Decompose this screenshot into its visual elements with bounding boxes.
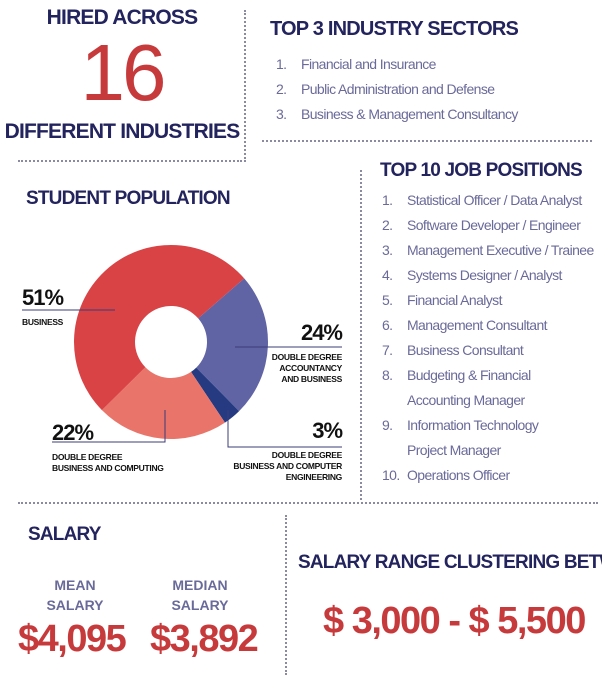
divider	[18, 502, 598, 504]
mean-label: MEAN SALARY	[40, 575, 110, 615]
item-label: Financial and Insurance	[301, 56, 436, 72]
item-label: Budgeting & Financial	[407, 367, 531, 383]
item-number: 1.	[382, 192, 393, 208]
median-label-line: SALARY	[171, 597, 229, 613]
pct-label: 3%	[312, 418, 343, 443]
slice-name: BUSINESS	[22, 317, 64, 327]
pct-label: 51%	[22, 285, 64, 310]
mean-salary: $4,095	[18, 618, 127, 660]
jobs-title: TOP 10 JOB POSITIONS	[380, 160, 583, 181]
slice-name: DOUBLE DEGREE	[271, 352, 343, 362]
donut-slice	[101, 367, 225, 440]
divider	[285, 515, 287, 675]
item-number: 4.	[382, 267, 393, 283]
item-label: Information Technology	[407, 417, 539, 433]
sectors-title: TOP 3 INDUSTRY SECTORS	[270, 18, 519, 40]
divider	[262, 140, 592, 142]
item-number: 2.	[382, 217, 393, 233]
item-number: 10.	[382, 467, 400, 483]
item-number: 3.	[276, 106, 287, 122]
item-label: Software Developer / Engineer	[407, 217, 581, 233]
item-label: Management Consultant	[407, 317, 548, 333]
pct-label: 22%	[52, 420, 94, 445]
donut-chart	[22, 245, 342, 448]
divider	[18, 160, 242, 162]
donut-slice	[191, 367, 240, 423]
slice-label-computing: 22% DOUBLE DEGREE BUSINESS AND COMPUTING	[52, 420, 164, 474]
item-label: Operations Officer	[407, 467, 510, 483]
mean-label-line: SALARY	[46, 597, 104, 613]
slice-name: DOUBLE DEGREE	[52, 452, 123, 462]
slice-label-computer-engineering: 3% DOUBLE DEGREE BUSINESS AND COMPUTER ENGI…	[233, 418, 343, 483]
item-label: Public Administration and Defense	[301, 81, 495, 97]
leader-line	[227, 410, 342, 448]
donut-slice	[74, 245, 245, 411]
median-salary: $3,892	[150, 618, 259, 660]
slice-label-business: 51% BUSINESS	[22, 285, 64, 328]
slice-name: ACCOUNTANCY	[279, 363, 342, 373]
item-label: Project Manager	[407, 442, 501, 458]
salary-range: $ 3,000 - $ 5,500	[323, 600, 586, 642]
slice-name: BUSINESS AND COMPUTER	[233, 461, 342, 471]
mean-label-line: MEAN	[54, 577, 96, 593]
item-label: Financial Analyst	[407, 292, 502, 308]
pct-label: 24%	[300, 320, 343, 345]
leader-line	[52, 410, 166, 443]
divider	[244, 10, 246, 162]
median-label-line: MEDIAN	[172, 577, 228, 593]
salary-title: SALARY	[28, 524, 101, 545]
slice-label-accountancy: 24% DOUBLE DEGREE ACCOUNTANCY AND BUSINESS	[271, 320, 343, 385]
range-title: SALARY RANGE CLUSTERING BETWEEN	[298, 552, 602, 573]
median-label: MEDIAN SALARY	[165, 575, 235, 615]
item-label: Statistical Officer / Data Analyst	[407, 192, 582, 208]
item-label: Accounting Manager	[407, 392, 525, 408]
hired-top-text: HIRED ACROSS	[46, 6, 198, 29]
population-title: STUDENT POPULATION	[26, 188, 231, 209]
item-number: 7.	[382, 342, 393, 358]
item-label: Systems Designer / Analyst	[407, 267, 562, 283]
item-label: Business Consultant	[407, 342, 524, 358]
item-number: 5.	[382, 292, 393, 308]
slice-name: ENGINEERING	[285, 472, 343, 482]
hired-bottom-text: DIFFERENT INDUSTRIES	[4, 120, 241, 143]
item-label: Management Executive / Trainee	[407, 242, 594, 258]
industries-count: 16	[80, 28, 167, 117]
slice-name: BUSINESS AND COMPUTING	[52, 463, 164, 473]
slice-name: DOUBLE DEGREE	[271, 450, 343, 460]
item-number: 3.	[382, 242, 393, 258]
item-number: 2.	[276, 81, 287, 97]
donut-slice	[196, 278, 268, 412]
item-number: 8.	[382, 367, 393, 383]
divider	[360, 170, 362, 500]
item-number: 6.	[382, 317, 393, 333]
item-number: 9.	[382, 417, 393, 433]
item-number: 1.	[276, 56, 287, 72]
slice-name: AND BUSINESS	[281, 374, 342, 384]
item-label: Business & Management Consultancy	[301, 106, 518, 122]
